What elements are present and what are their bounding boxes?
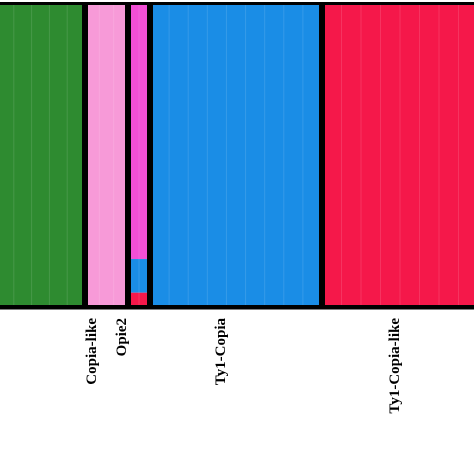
bar-group-ty1-copia	[150, 2, 322, 308]
bar-group-unlabeled	[0, 2, 85, 308]
bar-group-opie2	[128, 2, 150, 308]
tick-label: Copia-like	[84, 318, 100, 385]
bar-segment	[128, 292, 150, 308]
bar-group-ty1-copia-like	[322, 2, 474, 308]
bar-group-copia-like	[85, 2, 128, 308]
tick-label: Opie2	[114, 318, 130, 356]
bar-segment	[322, 2, 474, 308]
bar-segment	[85, 2, 128, 308]
tick-label: Ty1-Copia	[213, 318, 229, 386]
bar-segment	[0, 2, 85, 308]
bar-segment	[128, 259, 150, 293]
bar-segment	[150, 2, 322, 308]
bar-segment	[128, 2, 150, 260]
tick-label: Ty1-Copia-like	[387, 318, 403, 414]
